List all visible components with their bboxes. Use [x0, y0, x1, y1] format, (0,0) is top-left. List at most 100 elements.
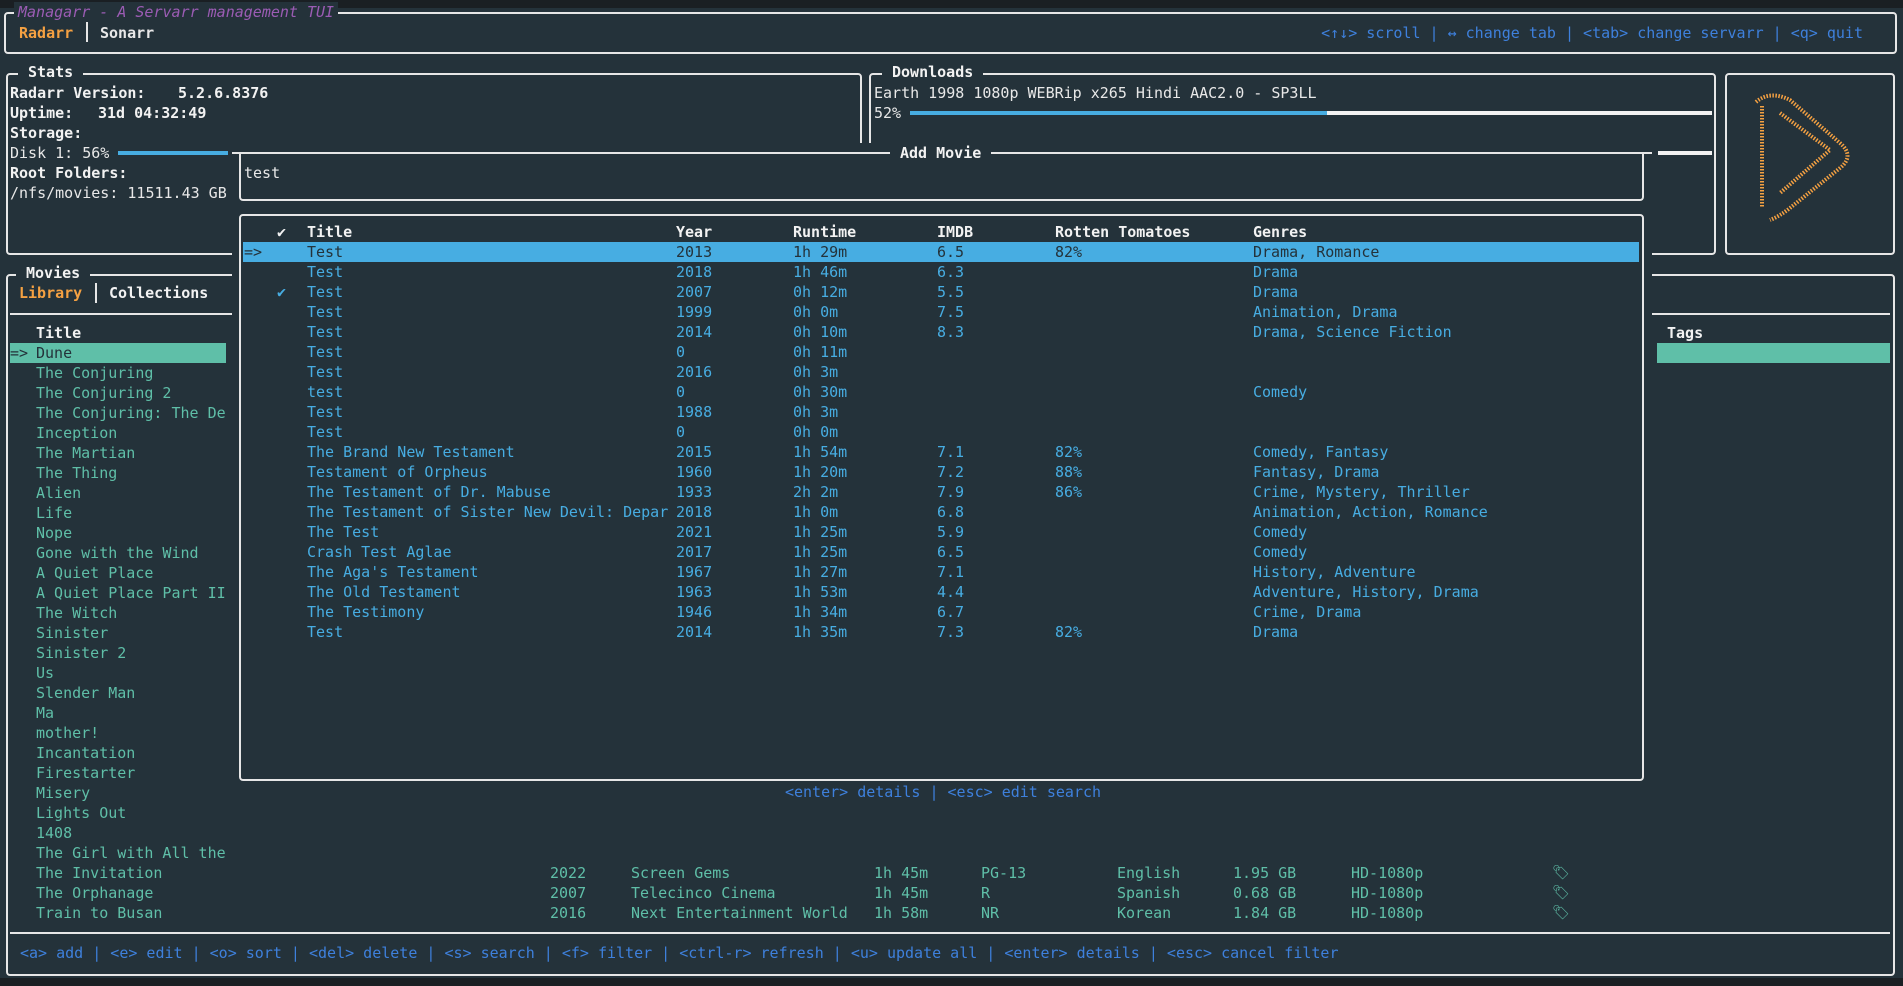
library-runtime: 1h 45m	[874, 864, 929, 882]
result-row[interactable]	[243, 402, 1639, 422]
disk-label: Disk 1: 56%	[10, 144, 110, 162]
tab-collections[interactable]: Collections	[109, 284, 209, 302]
library-title: Sinister 2	[36, 644, 127, 662]
result-title: Test	[307, 263, 344, 281]
result-title: Test	[307, 323, 344, 341]
library-size: 1.95 GB	[1233, 864, 1297, 882]
download-progress-track-2	[1658, 151, 1712, 155]
result-runtime: 0h 10m	[793, 323, 848, 341]
servarr-tab-radarr[interactable]: Radarr	[19, 24, 74, 42]
result-row[interactable]	[243, 342, 1639, 362]
library-title: Nope	[36, 524, 73, 542]
library-title: A Quiet Place Part II	[36, 584, 226, 602]
storage-label: Storage:	[10, 124, 83, 142]
result-genres: Comedy	[1253, 383, 1308, 401]
tab-library[interactable]: Library	[19, 284, 83, 302]
result-row[interactable]	[243, 242, 1639, 262]
result-year: 2017	[676, 543, 713, 561]
result-year: 1988	[676, 403, 713, 421]
result-year: 2018	[676, 503, 713, 521]
result-genres: Comedy, Fantasy	[1253, 443, 1389, 461]
result-year: 0	[676, 423, 686, 441]
result-title: Test	[307, 243, 344, 261]
library-title: The Thing	[36, 464, 118, 482]
library-language: English	[1117, 864, 1181, 882]
library-quality: HD-1080p	[1351, 904, 1424, 922]
library-title: The Conjuring: The De	[36, 404, 226, 422]
version-label: Radarr Version:	[10, 84, 146, 102]
tab-divider	[86, 22, 88, 42]
logo-panel	[1725, 73, 1895, 255]
result-genres: Comedy	[1253, 543, 1308, 561]
add-movie-title: Add Movie	[890, 143, 992, 163]
library-rating: PG-13	[981, 864, 1027, 882]
result-imdb: 4.4	[937, 583, 965, 601]
library-rating: NR	[981, 904, 1000, 922]
result-year: 2018	[676, 263, 713, 281]
result-imdb: 7.9	[937, 483, 965, 501]
result-title: Test	[307, 363, 344, 381]
result-imdb: 7.5	[937, 303, 965, 321]
servarr-tab-sonarr[interactable]: Sonarr	[100, 24, 155, 42]
result-year: 1967	[676, 563, 713, 581]
result-title: The Testament of Sister New Devil: Depar	[307, 503, 669, 521]
result-imdb: 5.9	[937, 523, 965, 541]
results-header-genres: Genres	[1253, 223, 1308, 241]
downloads-title: Downloads	[882, 62, 984, 82]
result-year: 1946	[676, 603, 713, 621]
result-runtime: 1h 0m	[793, 503, 839, 521]
tab-divider	[95, 283, 97, 303]
result-row[interactable]	[243, 362, 1639, 382]
result-year: 1963	[676, 583, 713, 601]
result-rt: 82%	[1055, 243, 1083, 261]
result-title: Test	[307, 283, 344, 301]
header-panel	[4, 12, 1897, 54]
result-row[interactable]	[243, 422, 1639, 442]
library-row[interactable]	[10, 343, 226, 363]
library-title: Train to Busan	[36, 904, 163, 922]
download-progress-track	[910, 111, 1712, 115]
library-runtime: 1h 45m	[874, 884, 929, 902]
library-year: 2007	[550, 884, 587, 902]
result-title: Test	[307, 303, 344, 321]
library-studio: Telecinco Cinema	[631, 884, 776, 902]
result-imdb: 7.3	[937, 623, 965, 641]
result-genres: Drama, Science Fiction	[1253, 323, 1452, 341]
result-title: Test	[307, 623, 344, 641]
result-check: ✔	[277, 283, 287, 301]
library-year: 2022	[550, 864, 587, 882]
popup-help: <enter> details | <esc> edit search	[784, 783, 1102, 801]
result-genres: Drama	[1253, 623, 1299, 641]
tag-icon: 🏷	[1552, 865, 1570, 881]
library-rating: R	[981, 884, 991, 902]
result-runtime: 1h 54m	[793, 443, 848, 461]
library-title: Alien	[36, 484, 82, 502]
download-progress-fill	[910, 111, 1328, 115]
library-size: 1.84 GB	[1233, 904, 1297, 922]
search-input[interactable]	[239, 153, 1644, 201]
result-runtime: 1h 46m	[793, 263, 848, 281]
result-title: Crash Test Aglae	[307, 543, 452, 561]
result-imdb: 6.8	[937, 503, 965, 521]
footer-separator	[10, 932, 1890, 934]
result-runtime: 1h 25m	[793, 523, 848, 541]
result-year: 2014	[676, 623, 713, 641]
library-title: Slender Man	[36, 684, 136, 702]
result-row[interactable]	[243, 382, 1639, 402]
library-title: Incantation	[36, 744, 136, 762]
add-movie-popup	[232, 143, 1652, 863]
library-title: The Invitation	[36, 864, 163, 882]
result-imdb: 7.2	[937, 463, 965, 481]
selected-marker: =>	[10, 344, 29, 362]
search-input-value[interactable]: test	[244, 164, 281, 182]
result-runtime: 2h 2m	[793, 483, 839, 501]
result-imdb: 8.3	[937, 323, 965, 341]
result-title: test	[307, 383, 344, 401]
result-imdb: 5.5	[937, 283, 965, 301]
library-title: mother!	[36, 724, 100, 742]
result-imdb: 7.1	[937, 443, 965, 461]
result-title: The Testimony	[307, 603, 425, 621]
app-title: Managarr - A Servarr management TUI	[14, 2, 339, 22]
result-year: 2013	[676, 243, 713, 261]
